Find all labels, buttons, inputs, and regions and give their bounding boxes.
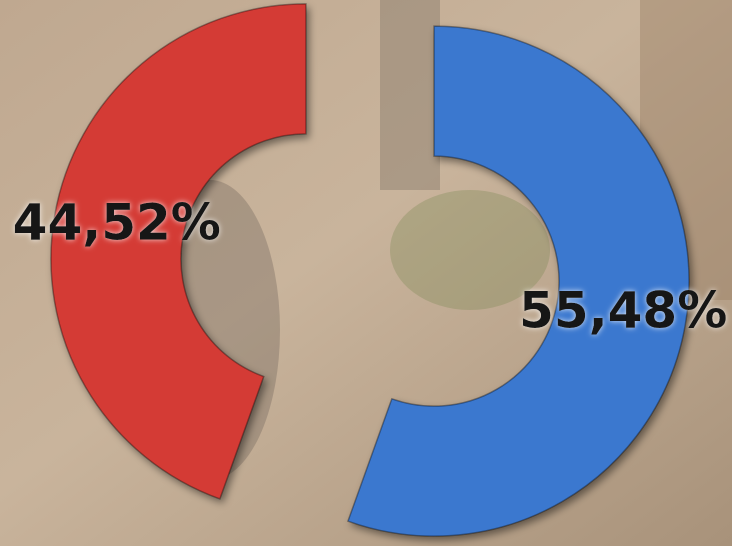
donut-segment <box>347 25 690 537</box>
donut-plot: 55,48% 44,52% <box>13 3 727 537</box>
value-label: 44,52% <box>13 193 221 251</box>
value-label: 55,48% <box>519 282 727 340</box>
donut-segment <box>50 3 307 500</box>
